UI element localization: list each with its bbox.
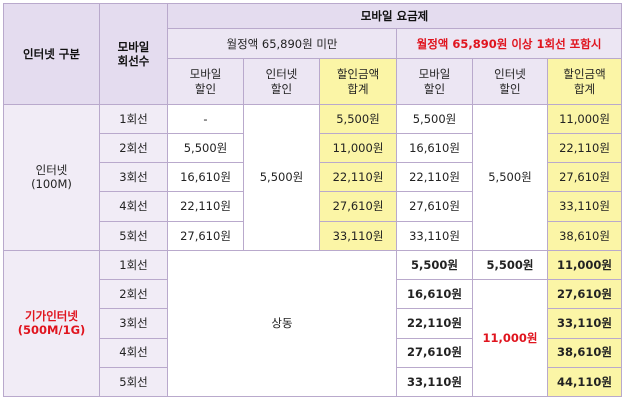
mobile-discount-under-cell: 27,610원 [167,220,244,251]
over-plan-header: 월정액 65,890원 이상 1회선 포함시 [395,28,623,60]
total-over-cell: 11,000원 [546,103,623,134]
total-under-cell: 5,500원 [319,103,397,134]
mobile-discount-under-cell: 5,500원 [167,132,244,164]
total-over-cell: 11,000원 [546,249,623,281]
mobile-discount-over-cell: 22,110원 [396,162,473,193]
internet-discount-under-cell: 5,500원 [243,103,320,251]
col-internet-discount-over: 인터넷 할인 [472,58,548,105]
internet-discount-over-cell: 5,500원 [472,103,548,251]
mobile-discount-under-cell: 22,110원 [167,191,244,222]
col-internet-discount-under: 인터넷 할인 [243,58,320,105]
table-row: 기가인터넷 (500M/1G) 1회선 상동 5,500원 5,500원 11,… [3,249,623,398]
mobile-discount-over-cell: 27,610원 [396,337,473,368]
total-over-cell: 33,110원 [546,191,623,222]
mobile-discount-under-cell: 16,610원 [167,162,244,193]
table-row: 5회선 33,110원 44,110원 [4,366,623,398]
col-mobile-discount-under: 모바일 할인 [167,58,244,105]
internet-discount-over-cell: 5,500원 [472,249,548,281]
mobile-discount-over-cell: 33,110원 [396,366,473,398]
under-plan-header: 월정액 65,890원 미만 [167,28,397,60]
lines-cell: 4회선 [99,337,168,368]
total-under-cell: 33,110원 [319,220,397,251]
lines-cell: 5회선 [99,366,168,398]
lines-cell: 3회선 [99,162,168,193]
table-row: 3회선 16,610원 22,110원 22,110원 27,610원 [4,162,623,193]
mobile-discount-over-cell: 5,500원 [396,103,473,134]
table-row: 4회선 22,110원 27,610원 27,610원 33,110원 [4,191,623,222]
table-row: 인터넷 (100M) 1회선 - 5,500원 5,500원 5,500원 5,… [3,103,623,251]
total-under-cell: 27,610원 [319,191,397,222]
total-over-cell: 38,610원 [546,220,623,251]
lines-cell: 4회선 [99,191,168,222]
mobile-discount-over-cell: 33,110원 [396,220,473,251]
total-over-cell: 38,610원 [546,337,623,368]
internet-discount-over-cell: 11,000원 [472,279,548,397]
mobile-discount-over-cell: 5,500원 [396,249,473,281]
lines-cell: 2회선 [99,279,168,310]
col-total-under: 할인금액 합계 [319,58,397,105]
total-over-cell: 44,110원 [546,366,623,398]
total-over-cell: 27,610원 [546,162,623,193]
lines-cell: 5회선 [99,220,168,251]
total-over-cell: 27,610원 [546,279,623,310]
internet-type-header: 인터넷 구분 [3,3,100,105]
mobile-lines-header: 모바일 회선수 [99,3,168,105]
mobile-discount-over-cell: 16,610원 [396,132,473,164]
col-mobile-discount-over: 모바일 할인 [396,58,473,105]
lines-cell: 1회선 [99,103,168,134]
table-row: 2회선 16,610원 11,000원 27,610원 [4,279,623,397]
table-row: 2회선 5,500원 11,000원 16,610원 22,110원 [4,132,623,164]
mobile-discount-under-cell: - [167,103,244,134]
table-row: 4회선 27,610원 38,610원 [4,337,623,368]
mobile-discount-over-cell: 22,110원 [396,308,473,339]
total-over-cell: 22,110원 [546,132,623,164]
col-total-over: 할인금액 합계 [546,58,623,105]
lines-cell: 1회선 [99,249,168,281]
table-row: 5회선 27,610원 33,110원 33,110원 38,610원 [4,220,623,251]
mobile-plan-header: 모바일 요금제 [166,2,623,30]
lines-cell: 2회선 [99,132,168,164]
total-over-cell: 33,110원 [546,308,623,339]
mobile-discount-over-cell: 27,610원 [396,191,473,222]
group-label-internet: 인터넷 (100M) [3,103,100,251]
same-as-above-cell: 상동 [167,249,397,398]
discount-table: 인터넷 구분 모바일 회선수 모바일 요금제 월정액 65,890원 미만 월정… [3,2,623,398]
total-under-cell: 22,110원 [319,162,397,193]
mobile-discount-over-cell: 16,610원 [396,279,473,310]
lines-cell: 3회선 [99,308,168,339]
total-under-cell: 11,000원 [319,132,397,164]
group-label-giga-internet: 기가인터넷 (500M/1G) [3,249,100,398]
